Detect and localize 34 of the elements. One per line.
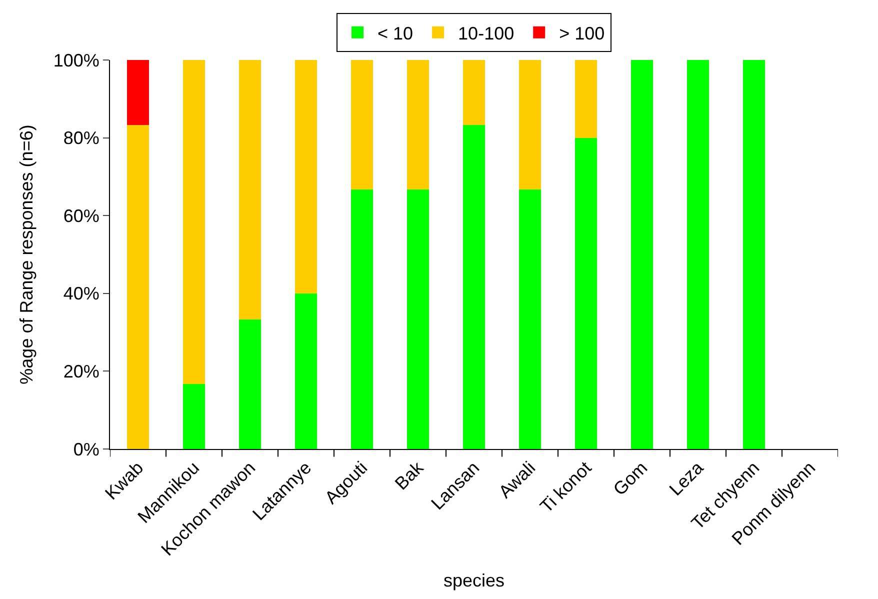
bar	[406, 60, 430, 190]
bar	[742, 60, 766, 449]
bar	[182, 384, 206, 449]
bar	[462, 60, 486, 125]
legend-label: 10-100	[458, 23, 514, 44]
y-tick-label: 80%	[63, 128, 100, 148]
bar	[126, 60, 150, 125]
x-axis-title: species	[443, 570, 505, 591]
bar	[686, 60, 710, 449]
y-axis-title: %age of Range responses (n=6)	[16, 124, 37, 384]
bar	[630, 60, 654, 449]
bar	[406, 190, 430, 449]
x-tick-label: Gom	[609, 458, 652, 500]
y-tick-label: 40%	[63, 284, 100, 304]
bar	[350, 190, 374, 449]
bar	[518, 60, 542, 190]
y-tick-label: 20%	[63, 362, 100, 382]
x-tick-label: Bak	[391, 456, 428, 494]
bar	[518, 190, 542, 449]
bar	[574, 138, 598, 449]
bar	[574, 60, 598, 138]
bar	[238, 319, 262, 449]
bar	[238, 60, 262, 320]
y-tick-label: 100%	[53, 50, 100, 70]
legend-label: > 100	[559, 23, 605, 44]
bar	[462, 124, 486, 449]
y-tick-label: 60%	[63, 206, 100, 226]
bar	[294, 293, 318, 449]
legend-label: < 10	[378, 23, 414, 44]
bar	[126, 124, 150, 449]
bar	[350, 60, 374, 190]
bar	[294, 60, 318, 294]
y-tick-label: 0%	[73, 439, 100, 460]
bar	[182, 60, 206, 384]
